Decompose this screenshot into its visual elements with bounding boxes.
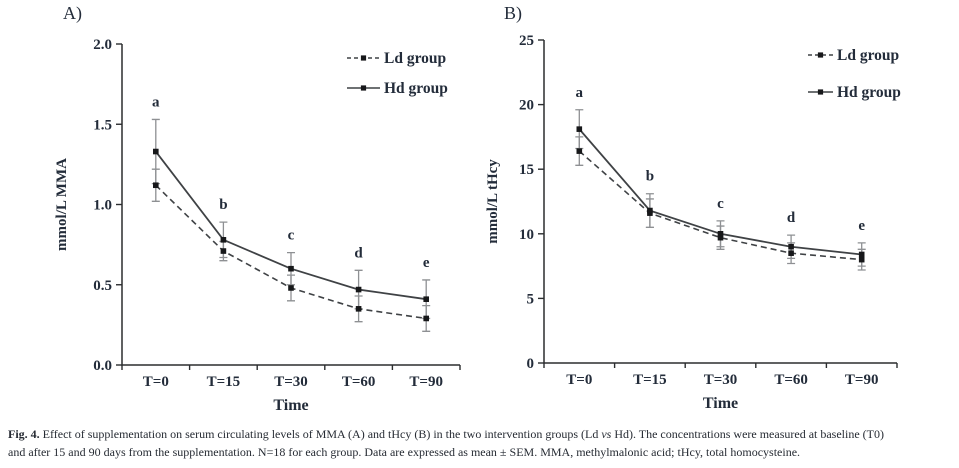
- data-point-marker: [355, 306, 362, 312]
- caption-text: and after 15 and 90 days from the supple…: [8, 444, 801, 459]
- y-axis-title: mmol/L tHcy: [485, 159, 501, 244]
- y-tick-label: 10: [519, 227, 534, 243]
- y-tick-label: 20: [519, 98, 534, 114]
- series-line-ld-group: [578, 150, 862, 261]
- legend-marker: [817, 89, 824, 95]
- legend-label: Hd group: [837, 84, 901, 101]
- y-axis-title: mmol/L MMA: [54, 158, 70, 251]
- y-tick-label: 0.5: [93, 278, 112, 294]
- data-point-marker: [220, 237, 227, 243]
- caption-figure-number: Fig. 4.: [8, 427, 40, 441]
- caption-text: Effect of supplementation on serum circu…: [39, 427, 602, 441]
- data-point-marker: [647, 207, 653, 214]
- data-point-marker: [153, 148, 159, 155]
- y-tick-label: 5: [527, 291, 535, 307]
- y-tick-label: 25: [519, 33, 534, 49]
- data-point-marker: [355, 286, 362, 293]
- x-axis-title: Time: [273, 397, 308, 414]
- data-point-marker: [858, 256, 865, 263]
- data-point-marker: [153, 182, 159, 189]
- x-tick-label: T=15: [633, 372, 667, 388]
- y-tick-label: 0: [527, 356, 535, 372]
- significance-letter: a: [152, 94, 160, 110]
- legend-marker: [360, 85, 367, 91]
- legend-marker: [360, 55, 367, 61]
- y-tick-label: 1.0: [93, 198, 112, 214]
- x-tick-label: T=30: [704, 372, 738, 388]
- chart-mma: 0.0 0.5 1.0 1.5 2.0 T=0 T=15 T=30 T=60 T=90 Time mm…: [54, 37, 461, 414]
- x-tick-label: T=15: [207, 374, 241, 390]
- x-tick-label: T=30: [274, 374, 308, 390]
- caption-line: Fig. 4. Effect of supplementation on ser…: [8, 426, 956, 444]
- y-tick-label: 0.0: [93, 358, 112, 374]
- data-point-marker: [288, 265, 294, 272]
- data-point-marker: [423, 315, 429, 322]
- significance-letter: d: [354, 245, 363, 261]
- x-tick-label: T=60: [342, 374, 376, 390]
- x-tick-label: T=90: [409, 374, 443, 390]
- x-tick-label: T=60: [774, 372, 808, 388]
- caption-italic-text: vs: [601, 427, 612, 441]
- significance-letter: a: [576, 85, 584, 101]
- x-tick-label: T=0: [143, 374, 169, 390]
- caption-text: Hd). The concentrations were measured at…: [611, 427, 884, 441]
- data-point-marker: [717, 234, 724, 241]
- data-point-marker: [423, 296, 429, 302]
- significance-letter: c: [288, 228, 295, 244]
- data-point-marker: [576, 148, 583, 154]
- significance-letter: b: [646, 169, 654, 185]
- significance-letter: e: [423, 255, 430, 271]
- data-point-marker: [717, 231, 724, 237]
- panel-a-label: A): [63, 3, 82, 23]
- significance-letter: e: [858, 218, 865, 234]
- figure-caption: Fig. 4. Effect of supplementation on ser…: [8, 426, 956, 461]
- y-tick-label: 15: [519, 162, 534, 178]
- caption-line: and after 15 and 90 days from the supple…: [8, 444, 956, 462]
- legend-label: Ld group: [384, 50, 446, 67]
- data-point-marker: [576, 126, 583, 132]
- data-point-marker: [788, 243, 794, 250]
- y-tick-label: 2.0: [93, 37, 112, 53]
- legend-label: Hd group: [384, 80, 448, 97]
- y-tick-label: 1.5: [93, 117, 112, 133]
- legend-marker: [817, 52, 824, 58]
- data-point-marker: [858, 251, 865, 258]
- data-point-marker: [288, 285, 294, 291]
- x-tick-label: T=0: [566, 372, 592, 388]
- significance-letter: c: [717, 196, 724, 212]
- x-axis-title: Time: [703, 395, 738, 412]
- x-tick-label: T=90: [845, 372, 879, 388]
- data-point-marker: [220, 248, 227, 254]
- significance-letter: b: [219, 197, 227, 213]
- legend-label: Ld group: [837, 47, 899, 64]
- significance-letter: d: [787, 210, 796, 226]
- data-point-marker: [788, 250, 794, 256]
- panel-b-label: B): [504, 3, 522, 23]
- chart-thcy: 0 5 10 15 20 25 T=0 T=15 T=30 T=60 T=90 Time mmol/L …: [485, 33, 901, 412]
